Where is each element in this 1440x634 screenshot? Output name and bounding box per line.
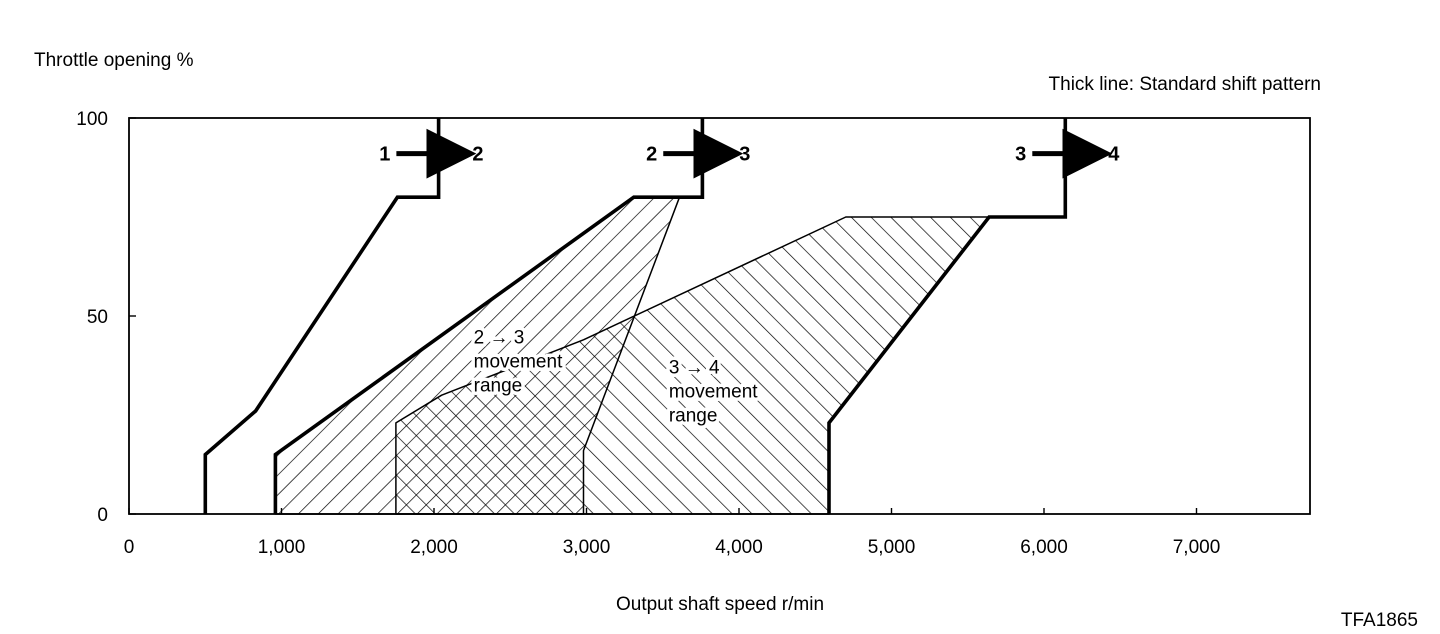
y-tick-label: 0	[97, 505, 108, 526]
range-2-3-label: movement	[474, 352, 563, 373]
x-tick-label: 6,000	[1020, 537, 1068, 558]
shift-2-3-to-label: 3	[739, 144, 750, 166]
x-tick-label: 0	[124, 537, 135, 558]
axis-ticks: 0 1,000 2,000 3,000 4,000 5,000 6,000 7,000 0 50 1…	[76, 109, 1220, 558]
x-tick-label: 2,000	[410, 537, 458, 558]
x-tick-label: 3,000	[563, 537, 611, 558]
range-3-4-label: range	[669, 405, 718, 426]
x-axis-label: Output shaft speed r/min	[616, 594, 824, 615]
y-tick-label: 100	[76, 109, 108, 130]
x-tick-label: 4,000	[715, 537, 763, 558]
shift-3-4-to-label: 4	[1108, 144, 1120, 166]
y-axis-label: Throttle opening %	[34, 50, 194, 71]
chart-labels: 1 2 2 3 3 4 2 → 3 movement range 3 → 4 movement ran…	[379, 128, 1120, 430]
shift-2-3-from-label: 2	[646, 144, 657, 166]
legend-note: Thick line: Standard shift pattern	[1049, 74, 1321, 95]
shift-1-2-from-label: 1	[379, 144, 390, 166]
shift-3-4-from-label: 3	[1015, 144, 1026, 166]
x-tick-label: 5,000	[868, 537, 916, 558]
range-2-3-label: 2 → 3	[474, 328, 525, 349]
x-tick-label: 1,000	[258, 537, 306, 558]
figure-code: TFA1865	[1341, 610, 1418, 631]
shift-3-4-line	[827, 118, 1068, 514]
range-3-4-label: movement	[669, 381, 758, 402]
x-tick-label: 7,000	[1173, 537, 1221, 558]
shift-1-2-line	[203, 118, 441, 514]
range-3-4-label: 3 → 4	[669, 357, 720, 378]
shift-1-2-to-label: 2	[472, 144, 483, 166]
y-tick-label: 50	[87, 307, 108, 328]
range-2-3-label: range	[474, 376, 523, 397]
